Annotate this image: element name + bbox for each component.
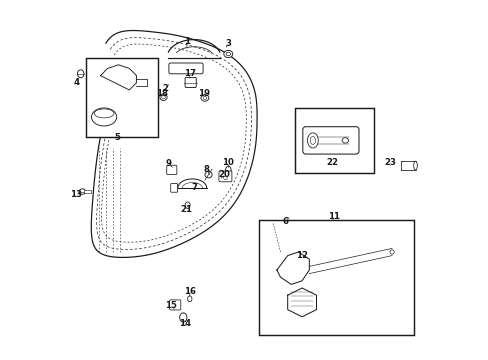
FancyBboxPatch shape bbox=[219, 171, 231, 182]
FancyBboxPatch shape bbox=[166, 165, 177, 175]
Text: 7: 7 bbox=[191, 183, 197, 192]
Ellipse shape bbox=[204, 171, 212, 178]
Ellipse shape bbox=[77, 70, 84, 78]
Text: 20: 20 bbox=[218, 170, 230, 179]
Text: 2: 2 bbox=[162, 84, 168, 93]
Bar bbox=[84, 190, 91, 193]
Ellipse shape bbox=[94, 109, 114, 118]
Ellipse shape bbox=[309, 136, 315, 144]
Text: 23: 23 bbox=[384, 158, 395, 167]
Text: 11: 11 bbox=[327, 212, 339, 221]
Ellipse shape bbox=[307, 133, 318, 148]
Ellipse shape bbox=[160, 94, 167, 100]
Ellipse shape bbox=[185, 202, 190, 208]
Ellipse shape bbox=[225, 52, 230, 56]
Ellipse shape bbox=[79, 189, 85, 194]
FancyBboxPatch shape bbox=[168, 63, 203, 74]
Ellipse shape bbox=[162, 95, 165, 99]
FancyBboxPatch shape bbox=[185, 77, 196, 87]
Ellipse shape bbox=[224, 50, 232, 58]
Ellipse shape bbox=[203, 96, 206, 100]
Bar bbox=[86, 58, 158, 137]
Text: 1: 1 bbox=[183, 37, 189, 46]
FancyBboxPatch shape bbox=[302, 127, 358, 154]
Text: 16: 16 bbox=[183, 287, 195, 296]
Ellipse shape bbox=[223, 176, 227, 180]
Text: 9: 9 bbox=[165, 159, 172, 168]
Ellipse shape bbox=[342, 138, 348, 143]
Bar bbox=[258, 220, 413, 335]
FancyBboxPatch shape bbox=[170, 184, 177, 192]
Ellipse shape bbox=[389, 250, 393, 254]
Text: 10: 10 bbox=[222, 158, 234, 167]
Text: 3: 3 bbox=[225, 39, 231, 48]
Text: 4: 4 bbox=[73, 78, 79, 87]
Ellipse shape bbox=[225, 166, 231, 176]
Text: 15: 15 bbox=[164, 301, 176, 310]
Text: 8: 8 bbox=[203, 165, 209, 174]
Ellipse shape bbox=[187, 296, 192, 302]
FancyBboxPatch shape bbox=[169, 300, 181, 310]
Text: 17: 17 bbox=[183, 69, 195, 78]
Ellipse shape bbox=[91, 108, 117, 126]
Text: 21: 21 bbox=[180, 205, 192, 214]
Ellipse shape bbox=[413, 161, 416, 170]
Text: 12: 12 bbox=[296, 251, 307, 260]
Text: 19: 19 bbox=[198, 89, 210, 98]
Ellipse shape bbox=[201, 95, 208, 101]
Text: 14: 14 bbox=[179, 320, 191, 328]
Ellipse shape bbox=[179, 313, 186, 322]
Text: 13: 13 bbox=[70, 190, 82, 199]
Text: 6: 6 bbox=[282, 217, 287, 226]
Text: 22: 22 bbox=[326, 158, 338, 167]
Bar bbox=[294, 108, 373, 173]
Text: 18: 18 bbox=[155, 89, 167, 98]
Text: 5: 5 bbox=[115, 133, 121, 142]
